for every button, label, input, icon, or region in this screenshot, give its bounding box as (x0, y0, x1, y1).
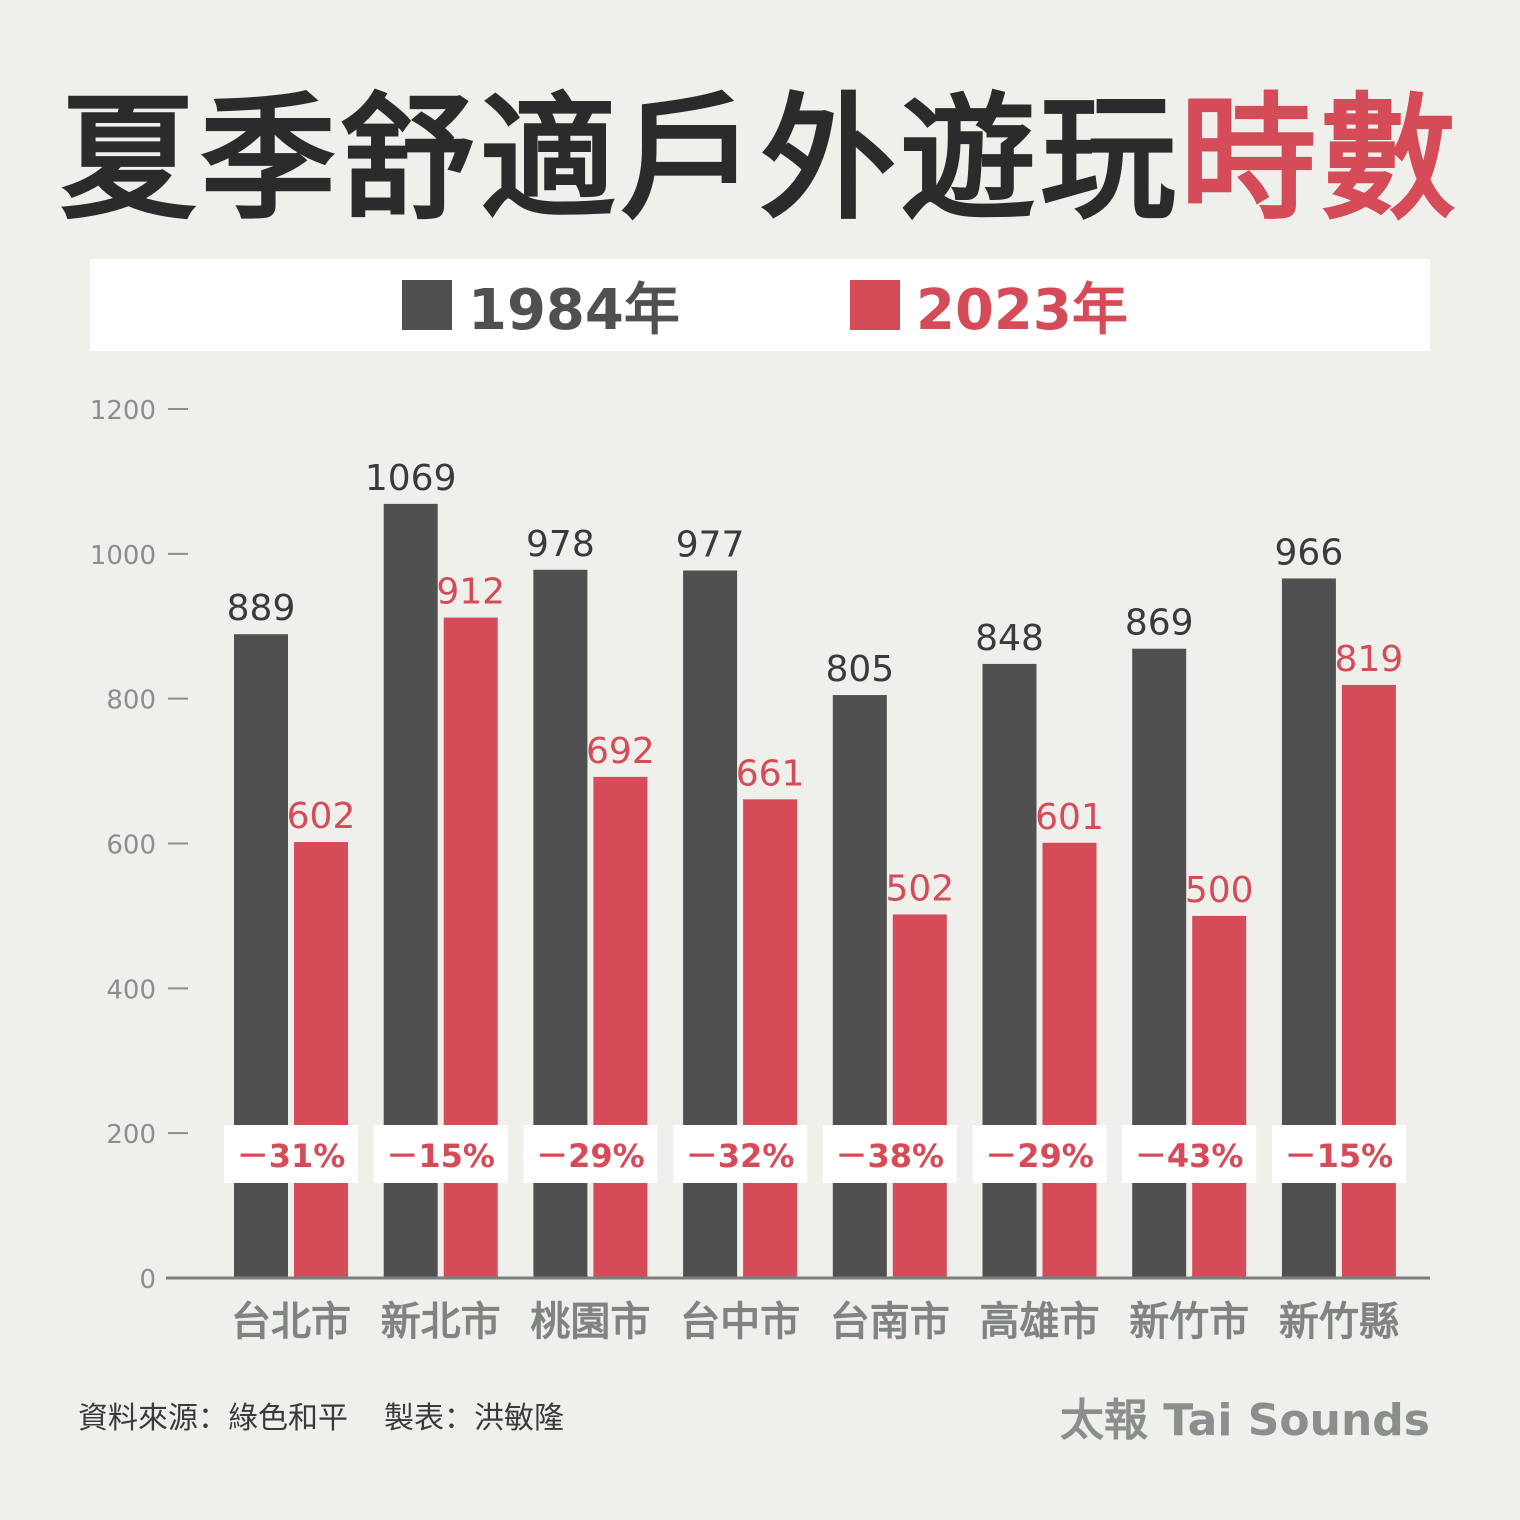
change-label: －31% (237, 1137, 346, 1175)
change-label: －15% (386, 1137, 495, 1175)
legend-swatch-2023 (850, 280, 900, 330)
change-label-box (673, 1125, 808, 1183)
x-category-label: 台中市 (680, 1299, 800, 1345)
x-category-label: 桃園市 (530, 1299, 650, 1345)
value-label-2023: 602 (287, 796, 356, 837)
x-category-label: 新竹縣 (1279, 1299, 1399, 1345)
value-label-1984: 977 (676, 524, 745, 565)
value-label-1984: 1069 (365, 458, 457, 499)
change-label-box (224, 1125, 358, 1183)
footer-source: 資料來源：綠色和平 製表：洪敏隆 (78, 1393, 564, 1437)
value-label-2023: 601 (1035, 797, 1104, 838)
x-category-label: 高雄市 (980, 1299, 1100, 1345)
value-label-1984: 978 (526, 524, 595, 565)
y-tick-label: 1200 (90, 396, 156, 426)
bar-2023 (743, 799, 798, 1278)
legend-label-2023: 2023年 (916, 277, 1128, 343)
change-label-box (373, 1125, 508, 1183)
change-label-box (972, 1125, 1107, 1183)
y-tick-label: 400 (106, 975, 156, 1005)
value-label-2023: 819 (1335, 639, 1404, 680)
change-label: －43% (1135, 1137, 1244, 1175)
value-label-1984: 848 (975, 618, 1044, 659)
source-text: 資料來源：綠色和平 (78, 1401, 348, 1436)
value-label-2023: 500 (1185, 870, 1254, 911)
y-tick-label: 200 (106, 1120, 156, 1150)
bar-1984 (1132, 648, 1187, 1278)
bar-2023 (892, 914, 947, 1278)
legend-item-2023: 2023年 (850, 259, 1128, 351)
legend-item-1984: 1984年 (402, 259, 680, 351)
bar-2023 (1192, 915, 1247, 1278)
x-category-label: 台北市 (231, 1299, 351, 1345)
legend: 1984年 2023年 (90, 259, 1430, 351)
bar-2023 (1042, 842, 1097, 1278)
title-main: 夏季舒適戶外遊玩 (60, 81, 1180, 239)
value-label-2023: 692 (586, 731, 655, 772)
value-label-2023: 661 (736, 753, 805, 794)
change-label: －32% (686, 1137, 795, 1175)
value-label-1984: 889 (227, 588, 296, 629)
bar-2023 (294, 842, 348, 1278)
maker-text: 製表：洪敏隆 (384, 1401, 564, 1436)
value-label-1984: 805 (825, 649, 894, 690)
change-label: －29% (985, 1137, 1094, 1175)
bar-1984 (832, 695, 887, 1278)
value-label-1984: 966 (1275, 532, 1344, 573)
y-tick-label: 800 (106, 686, 156, 716)
change-label: －15% (1285, 1137, 1394, 1175)
change-label-box (523, 1125, 658, 1183)
chart-title: 夏季舒適戶外遊玩時數 (0, 80, 1520, 240)
legend-swatch-1984 (402, 280, 452, 330)
y-tick-label: 1000 (90, 541, 156, 571)
change-label-box (1271, 1125, 1406, 1183)
value-label-2023: 912 (436, 572, 505, 613)
value-label-2023: 502 (885, 868, 954, 909)
title-highlight: 時數 (1180, 81, 1460, 239)
change-label-box (1122, 1125, 1257, 1183)
change-label: －29% (536, 1137, 645, 1175)
bar-2023 (1341, 684, 1396, 1278)
y-tick-label: 600 (106, 831, 156, 861)
bar-1984 (982, 663, 1037, 1278)
x-category-label: 台南市 (830, 1299, 950, 1345)
x-category-label: 新北市 (381, 1299, 501, 1345)
brand-logo-text: 太報 Tai Sounds (1059, 1395, 1430, 1446)
x-category-label: 新竹市 (1129, 1299, 1249, 1345)
change-label: －38% (835, 1137, 944, 1175)
legend-label-1984: 1984年 (468, 277, 680, 343)
change-label-box (822, 1125, 957, 1183)
bar-2023 (593, 776, 648, 1278)
value-label-1984: 869 (1125, 603, 1194, 644)
y-tick-label: 0 (139, 1265, 156, 1295)
